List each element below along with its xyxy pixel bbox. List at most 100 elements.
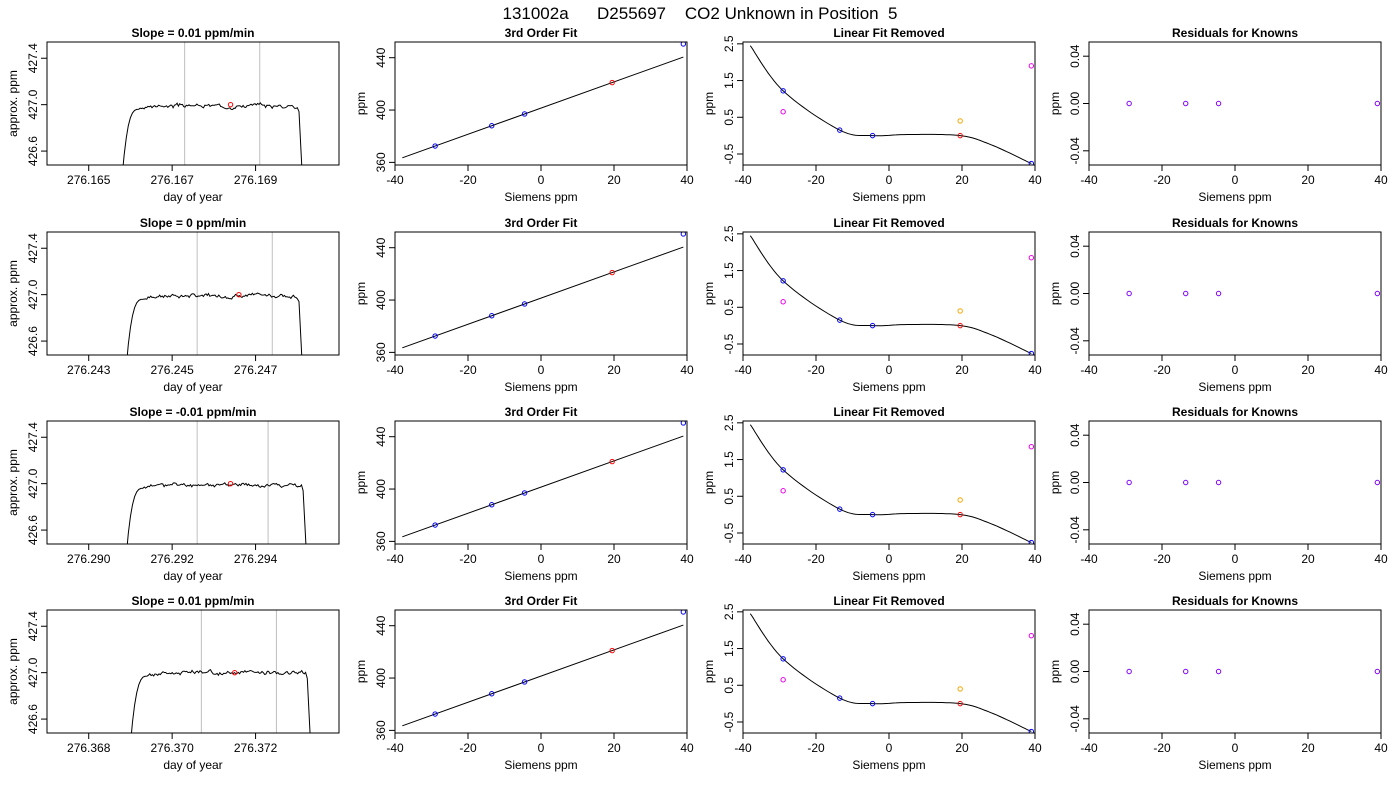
alt-unknown-point <box>957 118 963 124</box>
x-tick-label: -20 <box>1153 741 1171 755</box>
x-tick-label: 40 <box>1028 552 1042 566</box>
y-tick-label: 440 <box>374 237 388 257</box>
known-residual-point <box>1183 100 1189 107</box>
unknown-point <box>957 132 963 139</box>
panel-title: Residuals for Knowns <box>1172 405 1298 419</box>
concentration-trace <box>126 482 307 544</box>
unknown-point <box>609 79 615 86</box>
panel-title: Linear Fit Removed <box>833 405 944 419</box>
y-tick-label: 427.4 <box>26 233 40 263</box>
panel-r4-c2: 3rd Order Fit -40 -20 0 20 40 360 400 440 Siemens… <box>354 594 694 772</box>
plot-area <box>749 45 1035 165</box>
alt-fit-point <box>780 488 786 494</box>
y-tick-label: 400 <box>374 290 388 310</box>
x-tick-label: 0 <box>538 552 545 566</box>
panel-title: Slope = 0.01 ppm/min <box>131 594 254 608</box>
x-tick-label: 276.368 <box>67 741 111 755</box>
x-tick-label: 20 <box>1301 363 1315 377</box>
x-tick-label: 40 <box>680 363 694 377</box>
x-tick-label: 20 <box>1301 741 1315 755</box>
x-tick-label: -40 <box>734 173 752 187</box>
y-tick-label: 400 <box>374 100 388 120</box>
y-axis-label: ppm <box>1048 282 1062 305</box>
unknown-point <box>609 458 615 465</box>
known-residual-point <box>1183 290 1189 297</box>
y-axis-label: approx. ppm <box>6 70 20 137</box>
plot-frame <box>46 41 340 166</box>
x-axis-label: Siemens ppm <box>852 380 925 394</box>
y-tick-label: 426.6 <box>26 704 40 734</box>
panel-r3-c4: Residuals for Knowns -40 -20 0 20 40 -0.04 0.00… <box>1048 405 1388 583</box>
alt-unknown-point <box>957 308 963 314</box>
known-residual-point <box>1374 479 1381 486</box>
plot-frame <box>394 41 688 166</box>
plot-area <box>1126 479 1381 486</box>
y-tick-label: 360 <box>374 152 388 172</box>
known-residual-point <box>1215 479 1222 486</box>
x-tick-label: 0 <box>886 552 893 566</box>
y-axis-label: ppm <box>354 92 368 115</box>
standard-point <box>489 313 495 319</box>
known-residual-point <box>1183 668 1189 675</box>
plot-area <box>126 421 307 544</box>
x-axis-label: Siemens ppm <box>504 190 577 204</box>
x-axis-label: day of year <box>163 569 222 583</box>
standard-point <box>521 679 528 685</box>
x-tick-label: 0 <box>1232 363 1239 377</box>
x-axis-label: day of year <box>163 380 222 394</box>
standard-point <box>432 711 438 717</box>
x-tick-label: -40 <box>1080 363 1098 377</box>
x-axis-label: day of year <box>163 190 222 204</box>
y-tick-label: 2.5 <box>722 225 736 242</box>
standard-point <box>489 691 495 697</box>
standard-point <box>521 301 528 307</box>
standard-point <box>680 42 687 47</box>
concentration-trace <box>122 101 303 165</box>
known-residual-point <box>1215 290 1222 297</box>
x-axis-label: Siemens ppm <box>504 569 577 583</box>
alt-fit-point <box>780 299 786 305</box>
x-tick-label: 40 <box>1374 552 1388 566</box>
concentration-trace <box>130 669 311 733</box>
panel-title: 3rd Order Fit <box>505 405 578 419</box>
x-tick-label: 0 <box>1232 552 1239 566</box>
x-tick-label: 0 <box>886 173 893 187</box>
x-tick-label: 20 <box>955 552 969 566</box>
plot-area <box>749 613 1035 733</box>
y-tick-label: -0.5 <box>722 522 736 543</box>
known-residual-point <box>1215 100 1222 107</box>
standard-point <box>1028 160 1035 165</box>
y-tick-label: 2.5 <box>722 414 736 431</box>
x-tick-label: -40 <box>1080 741 1098 755</box>
x-axis-label: Siemens ppm <box>1198 380 1271 394</box>
y-tick-label: 427.0 <box>26 89 40 119</box>
x-tick-label: 40 <box>1028 741 1042 755</box>
x-tick-label: -40 <box>734 552 752 566</box>
x-tick-label: 40 <box>680 552 694 566</box>
fit-curve <box>749 613 1032 732</box>
standard-point <box>780 278 786 284</box>
standard-point <box>432 333 438 339</box>
standard-point <box>869 700 876 707</box>
y-axis-label: approx. ppm <box>6 260 20 327</box>
panel-title: Slope = -0.01 ppm/min <box>129 405 256 419</box>
y-tick-label: 360 <box>374 720 388 740</box>
x-axis-label: Siemens ppm <box>852 758 925 772</box>
known-residual-point <box>1126 290 1132 297</box>
plot-area <box>402 232 687 349</box>
fit-line <box>402 246 684 349</box>
standard-point <box>1028 728 1035 733</box>
x-tick-label: -40 <box>1080 552 1098 566</box>
x-tick-label: 276.290 <box>67 552 111 566</box>
panel-title: 3rd Order Fit <box>505 26 578 40</box>
standard-point <box>489 123 495 129</box>
plot-area <box>122 42 303 165</box>
y-tick-label: 0.5 <box>722 299 736 316</box>
y-tick-label: -0.04 <box>1068 137 1082 165</box>
alt-fit-point <box>1028 255 1035 261</box>
y-tick-label: 0.00 <box>1068 281 1082 305</box>
x-tick-label: -40 <box>386 173 404 187</box>
panel-r4-c3: Linear Fit Removed -40 -20 0 20 40 -0.5 0.5 1.5 2… <box>702 594 1042 772</box>
x-tick-label: 40 <box>1374 741 1388 755</box>
